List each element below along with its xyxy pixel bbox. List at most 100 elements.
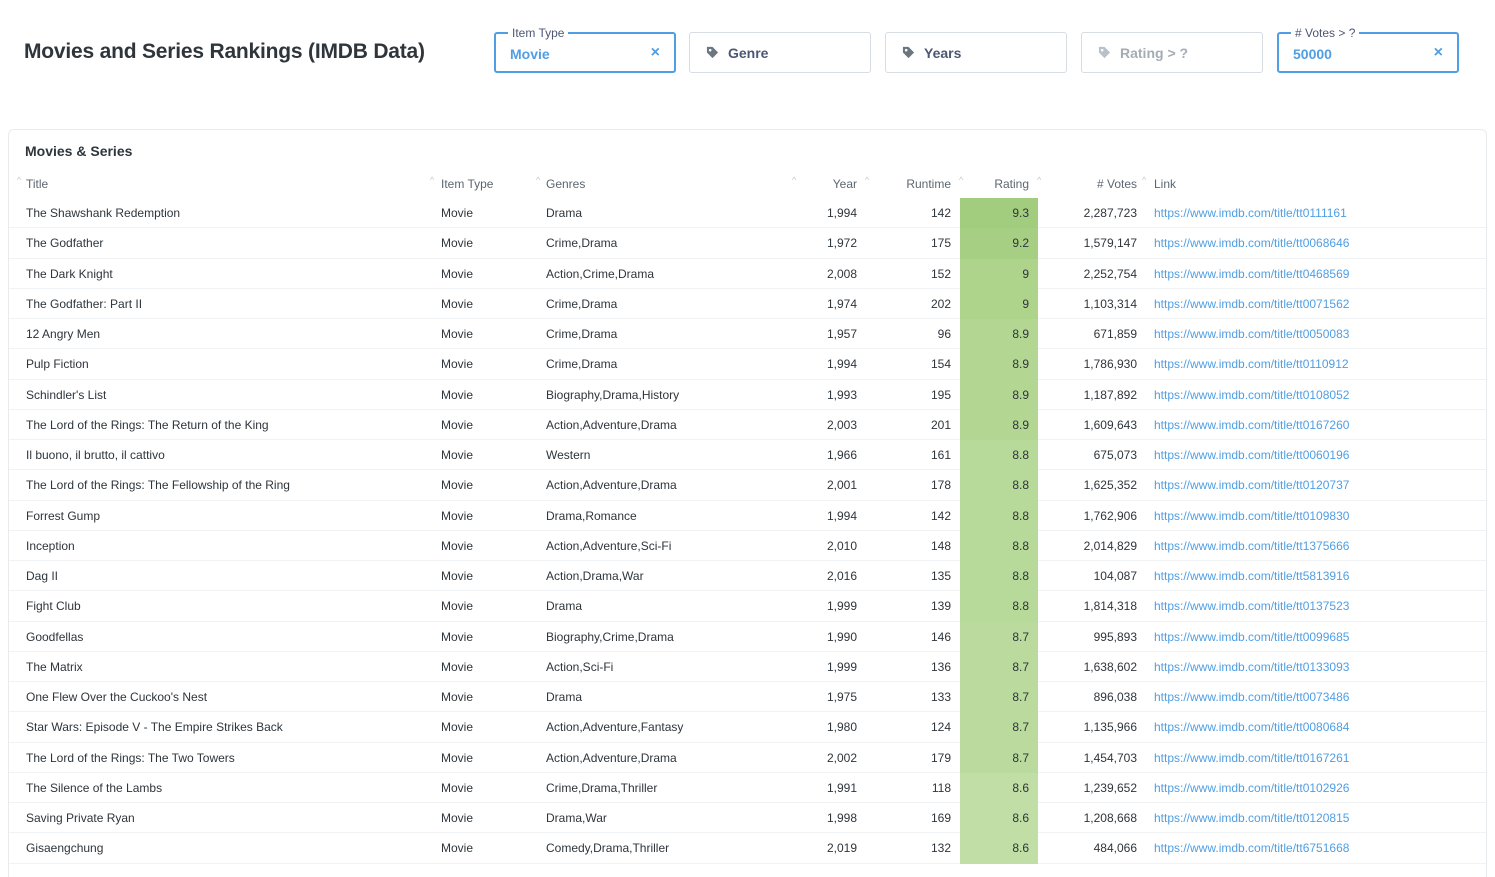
table-row[interactable]: The Shawshank Redemption Movie Drama 1,994 1… [9,198,1486,229]
cell-genres: Comedy,Drama,Thriller [546,841,670,856]
table-row[interactable]: Il buono, il brutto, il cattivo Movie West… [9,440,1486,471]
cell-rating: 8.9 [1012,357,1029,372]
table-row[interactable]: The Silence of the Lambs Movie Crime,Drama… [9,772,1486,803]
cell-link[interactable]: https://www.imdb.com/title/tt6751668 [1154,841,1350,856]
table-row[interactable]: Dag II Movie Action,Drama,War 2,016 135 8.8 10… [9,561,1486,592]
table-row[interactable]: The Lord of the Rings: The Fellowship of… [9,470,1486,501]
table-row[interactable]: The Dark Knight Movie Action,Crime,Drama 2,… [9,258,1486,289]
cell-runtime: 96 [937,327,951,341]
votes-filter-label: # Votes > ? [1291,26,1360,40]
cell-link[interactable]: https://www.imdb.com/title/tt0080684 [1154,720,1350,735]
column-header-item-type[interactable]: Item Type [441,177,494,191]
cell-rating: 8.7 [1012,720,1029,735]
cell-link[interactable]: https://www.imdb.com/title/tt0050083 [1154,327,1350,341]
cell-link[interactable]: https://www.imdb.com/title/tt0099685 [1154,629,1350,644]
cell-link[interactable]: https://www.imdb.com/title/tt0120737 [1154,478,1350,493]
cell-genres: Western [546,448,591,462]
cell-rating: 8.6 [1012,780,1029,795]
cell-genres: Action,Adventure,Drama [546,478,677,493]
cell-link[interactable]: https://www.imdb.com/title/tt0071562 [1154,296,1350,311]
cell-votes: 1,103,314 [1083,296,1137,311]
votes-filter-value: 50000 [1293,46,1332,62]
column-header-title[interactable]: Title [26,177,49,191]
cell-year: 1,966 [826,448,857,462]
cell-link[interactable]: https://www.imdb.com/title/tt0120815 [1154,811,1350,825]
cell-link[interactable]: https://www.imdb.com/title/tt5813916 [1154,569,1350,583]
sort-icon: ^ [792,175,797,185]
rating-cell: 8.7 [960,621,1038,652]
cell-year: 2,016 [826,569,857,583]
rating-filter[interactable]: Rating > ? [1081,32,1263,73]
cell-link[interactable]: https://www.imdb.com/title/tt0060196 [1154,448,1350,462]
cell-link[interactable]: https://www.imdb.com/title/tt1375666 [1154,538,1350,553]
cell-title: The Dark Knight [26,266,113,281]
cell-votes: 1,454,703 [1083,750,1137,765]
rating-cell: 8.8 [960,591,1038,622]
cell-votes: 1,814,318 [1083,599,1137,614]
table-row[interactable]: Star Wars: Episode V - The Empire Strike… [9,712,1486,743]
table-row[interactable]: The Godfather Movie Crime,Drama 1,972 175 9.2… [9,228,1486,259]
cell-link[interactable]: https://www.imdb.com/title/tt0068646 [1154,236,1350,251]
cell-votes: 1,786,930 [1083,357,1137,372]
cell-title: The Shawshank Redemption [26,206,181,220]
cell-runtime: 178 [930,478,951,493]
cell-title: The Godfather: Part II [26,296,143,311]
cell-link[interactable]: https://www.imdb.com/title/tt0102926 [1154,780,1350,795]
cell-genres: Action,Crime,Drama [546,266,655,281]
cell-link[interactable]: https://www.imdb.com/title/tt0167261 [1154,750,1350,765]
cell-title: Schindler's List [26,387,107,402]
table-row[interactable]: 12 Angry Men Movie Crime,Drama 1,957 96 8.9 67… [9,319,1486,350]
cell-votes: 1,187,892 [1083,387,1137,402]
table-row[interactable]: Fight Club Movie Drama 1,999 139 8.8 1,814,318… [9,591,1486,622]
sort-icon: ^ [1037,175,1042,185]
sort-icon: ^ [959,175,964,185]
cell-link[interactable]: https://www.imdb.com/title/tt0468569 [1154,266,1350,281]
cell-rating: 8.7 [1012,750,1029,765]
table-row[interactable]: Inception Movie Action,Adventure,Sci-Fi 2,0… [9,530,1486,561]
cell-item-type: Movie [441,750,474,765]
table-row[interactable]: Gisaengchung Movie Comedy,Drama,Thriller 2,… [9,833,1486,864]
cell-link[interactable]: https://www.imdb.com/title/tt0108052 [1154,387,1350,402]
table-row[interactable]: The Godfather: Part II Movie Crime,Drama 1,… [9,288,1486,319]
clear-votes-icon[interactable]: × [1433,44,1443,61]
cell-votes: 896,038 [1093,690,1137,704]
table-row[interactable]: Forrest Gump Movie Drama,Romance 1,994 142 8.… [9,500,1486,531]
cell-link[interactable]: https://www.imdb.com/title/tt0073486 [1154,690,1350,704]
cell-genres: Action,Adventure,Drama [546,750,677,765]
item-type-filter[interactable]: Item Type Movie × [494,26,676,73]
column-header-rating[interactable]: Rating [994,177,1029,191]
cell-link[interactable]: https://www.imdb.com/title/tt0167260 [1154,417,1350,432]
genre-filter[interactable]: Genre [689,32,871,73]
cell-item-type: Movie [441,387,474,402]
column-header-votes[interactable]: # Votes [1096,177,1137,191]
cell-link[interactable]: https://www.imdb.com/title/tt0137523 [1154,599,1350,614]
rating-cell: 8.8 [960,500,1038,531]
clear-item-type-icon[interactable]: × [650,44,660,61]
cell-rating: 8.7 [1012,629,1029,644]
rating-cell: 8.9 [960,349,1038,380]
years-filter[interactable]: Years [885,32,1067,73]
table-row[interactable]: The Lord of the Rings: The Two Towers Mov… [9,742,1486,773]
cell-votes: 1,762,906 [1083,508,1137,523]
column-header-genres[interactable]: Genres [546,177,586,191]
cell-link[interactable]: https://www.imdb.com/title/tt0133093 [1154,659,1350,674]
column-header-runtime[interactable]: Runtime [906,177,951,191]
cell-year: 1,994 [826,508,857,523]
cell-title: Il buono, il brutto, il cattivo [26,448,165,462]
table-row[interactable]: Goodfellas Movie Biography,Crime,Drama 1,99… [9,621,1486,652]
table-row[interactable]: One Flew Over the Cuckoo's Nest Movie Dram… [9,682,1486,713]
votes-filter[interactable]: # Votes > ? 50000 × [1277,26,1459,73]
cell-rating: 8.6 [1012,811,1029,825]
table-row[interactable]: The Lord of the Rings: The Return of the… [9,409,1486,440]
column-header-link[interactable]: Link [1154,177,1177,191]
cell-rating: 8.8 [1012,569,1029,583]
table-row[interactable]: The Matrix Movie Action,Sci-Fi 1,999 136 8.7 1… [9,651,1486,682]
table-row[interactable]: Saving Private Ryan Movie Drama,War 1,998 16… [9,803,1486,834]
column-header-year[interactable]: Year [832,177,857,191]
table-row[interactable]: Pulp Fiction Movie Crime,Drama 1,994 154 8.9 1… [9,349,1486,380]
cell-link[interactable]: https://www.imdb.com/title/tt0109830 [1154,508,1350,523]
cell-link[interactable]: https://www.imdb.com/title/tt0111161 [1154,206,1347,220]
table-row[interactable]: Schindler's List Movie Biography,Drama,His… [9,379,1486,410]
rating-cell: 9.2 [960,228,1038,259]
cell-link[interactable]: https://www.imdb.com/title/tt0110912 [1154,357,1349,372]
